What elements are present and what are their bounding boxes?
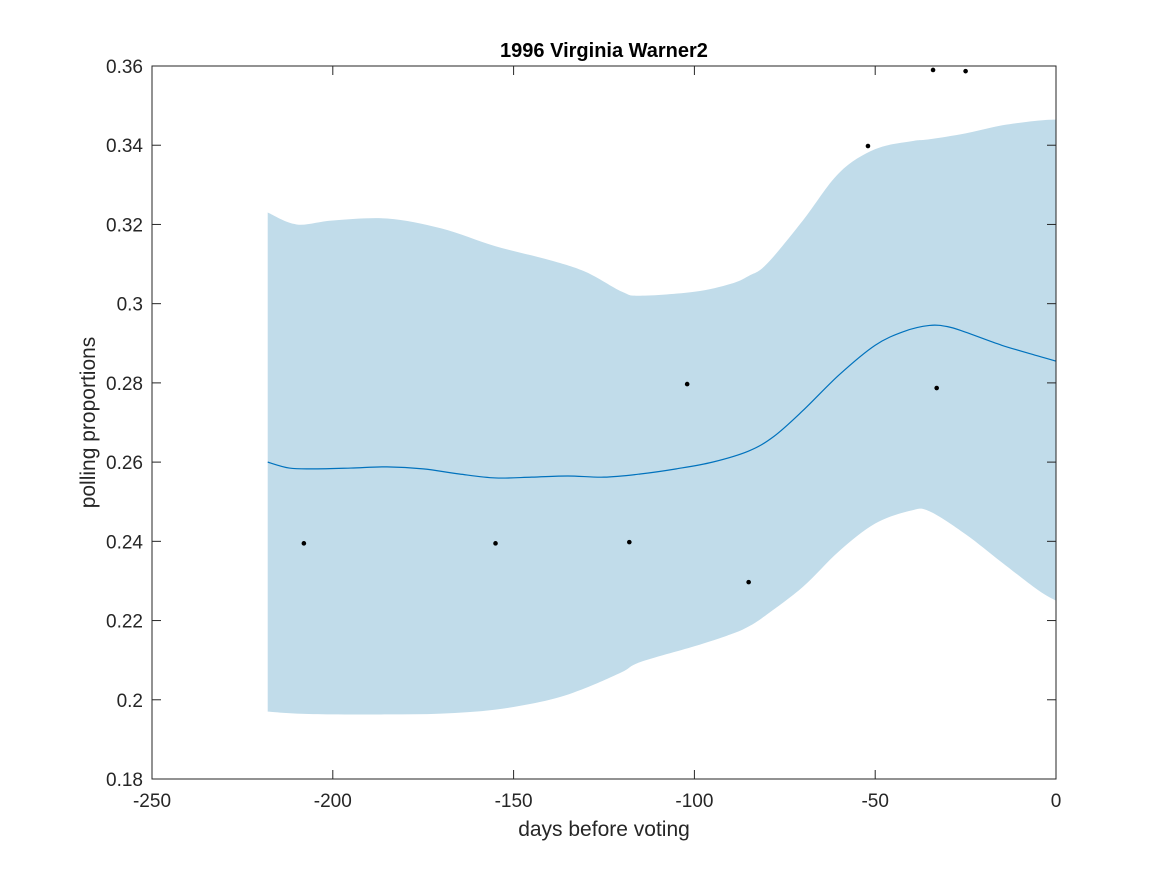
x-tick-label: -250 (133, 791, 171, 812)
y-tick-label: 0.22 (106, 612, 143, 633)
data-point (930, 67, 936, 73)
y-axis-label: polling proportions (77, 337, 100, 509)
plot-area (267, 67, 1057, 715)
y-tick-label: 0.34 (106, 136, 143, 157)
y-tick-label: 0.3 (117, 295, 143, 316)
x-tick-label: -50 (861, 791, 888, 812)
axes: -250 -200 -150 -100 -50 0 0.18 0.2 0.22 0.24 0.26 0… (106, 57, 1061, 812)
chart-title: 1996 Virginia Warner2 (500, 40, 708, 62)
x-tick-label: -100 (675, 791, 713, 812)
axes-box (151, 65, 1057, 780)
y-tick-label: 0.18 (106, 770, 143, 791)
confidence-band (267, 119, 1057, 715)
data-point (627, 539, 632, 545)
y-tick-label: 0.36 (106, 57, 143, 78)
series-line-0 (267, 324, 1057, 479)
data-point (934, 385, 939, 391)
y-tick-label: 0.32 (106, 215, 143, 236)
data-point (963, 68, 968, 74)
data-point (865, 143, 871, 149)
y-tick-label: 0.28 (106, 374, 143, 395)
x-axis-label: days before voting (518, 818, 690, 841)
y-tick-label: 0.24 (106, 532, 143, 553)
data-point (493, 541, 498, 546)
data-point (746, 579, 751, 585)
data-point (684, 381, 690, 387)
x-tick-label: 0 (1051, 791, 1062, 812)
data-point (301, 541, 307, 546)
y-tick-label: 0.26 (106, 453, 143, 474)
x-tick-label: -150 (495, 791, 533, 812)
y-tick-label: 0.2 (117, 691, 143, 712)
x-tick-label: -200 (314, 791, 352, 812)
